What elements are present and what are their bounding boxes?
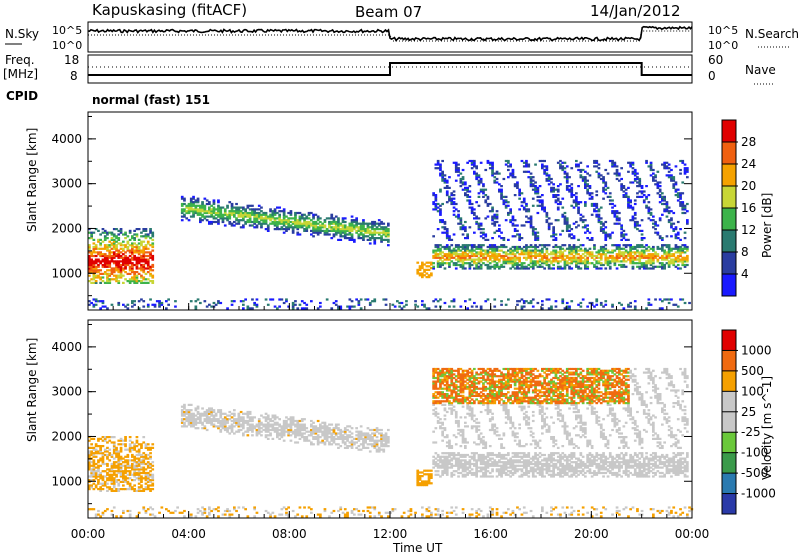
power-colorbar: 28 24 20 16 12 8 4	[721, 119, 756, 297]
power-colorbar-label: Power [dB]	[760, 193, 774, 258]
noise-right-tick-bottom: 10^0	[708, 39, 738, 52]
colorbar-tick-label: -25	[741, 425, 761, 439]
colorbar-swatch	[722, 164, 736, 187]
colorbar-swatch	[722, 330, 736, 351]
noise-traces	[87, 25, 693, 42]
colorbar-tick-label: 1000	[741, 343, 772, 357]
x-tick-label: 00:00	[675, 527, 710, 541]
noise-right-label: N.Search	[745, 27, 799, 41]
colorbar-tick-label: 20	[741, 179, 756, 193]
velocity-colorbar-label: Velocity [m s^-1]	[760, 376, 774, 480]
nave-tick-bottom: 0	[708, 69, 716, 83]
y-tick-label: 4000	[51, 340, 82, 354]
velocity-heatmap	[88, 367, 694, 518]
cpid-mode: normal (fast) 151	[92, 93, 210, 107]
colorbar-swatch	[722, 142, 736, 165]
colorbar-tick-label: 100	[741, 384, 764, 398]
freq-tick-bottom: 8	[70, 69, 78, 83]
y-tick-label: 2000	[51, 429, 82, 443]
cpid-label: CPID	[6, 89, 38, 103]
freq-trace	[88, 62, 692, 76]
colorbar-swatch	[722, 252, 736, 275]
colorbar-tick-label: 8	[741, 245, 749, 259]
colorbar-swatch	[722, 432, 736, 454]
colorbar-tick-label: 25	[741, 405, 756, 419]
colorbar-swatch	[722, 350, 736, 372]
x-tick-label: 08:00	[272, 527, 307, 541]
colorbar-tick-label: 500	[741, 364, 764, 378]
noise-left-tick-top: 10^5	[52, 24, 82, 37]
velocity-ylabel: Slant Range [km]	[25, 338, 39, 442]
colorbar-swatch	[722, 411, 736, 433]
freq-tick-top: 18	[64, 53, 79, 67]
x-tick-label: 16:00	[473, 527, 508, 541]
x-tick-label: 12:00	[373, 527, 408, 541]
y-tick-label: 1000	[51, 474, 82, 488]
y-tick-label: 3000	[51, 177, 82, 191]
noise-left-tick-bottom: 10^0	[52, 39, 82, 52]
velocity-colorbar: 1000 500 100 25 -25 -100 -500 -1000	[721, 329, 776, 515]
colorbar-swatch	[722, 473, 736, 494]
colorbar-swatch	[722, 208, 736, 231]
velocity-panel-frame	[87, 319, 693, 519]
noise-right-tick-top: 10^5	[708, 24, 738, 37]
colorbar-swatch	[722, 493, 736, 515]
colorbar-swatch	[722, 391, 736, 413]
colorbar-swatch	[722, 230, 736, 253]
noise-search-trace	[88, 30, 690, 42]
date-title: 14/Jan/2012	[590, 2, 681, 20]
colorbar-swatch	[722, 186, 736, 209]
noise-sky-trace	[87, 25, 693, 42]
freq-traces	[88, 62, 692, 76]
x-tick-label: 20:00	[574, 527, 609, 541]
colorbar-swatch	[722, 120, 736, 143]
colorbar-tick-label: 12	[741, 223, 756, 237]
colorbar-swatch	[722, 452, 736, 474]
time-x-axis: 00:00 04:00 08:00 12:00 16:00 20:00 00:00	[71, 303, 710, 541]
nave-tick-top: 60	[708, 53, 723, 67]
colorbar-tick-label: 16	[741, 201, 756, 215]
power-ylabel: Slant Range [km]	[25, 128, 39, 232]
colorbar-swatch	[722, 274, 736, 297]
beam-title: Beam 07	[355, 3, 422, 21]
xlabel: Time UT	[392, 541, 443, 554]
colorbar-tick-label: 24	[741, 157, 756, 171]
freq-label-2: [MHz]	[3, 67, 38, 81]
colorbar-tick-label: 4	[741, 267, 749, 281]
colorbar-tick-label: 28	[741, 135, 756, 149]
noise-left-label: N.Sky	[5, 27, 39, 41]
freq-panel-frame	[87, 54, 693, 84]
colorbar-swatch	[722, 370, 736, 392]
station-title: Kapuskasing (fitACF)	[92, 1, 247, 19]
nave-label: Nave	[745, 63, 776, 77]
power-panel-frame	[87, 111, 693, 311]
velocity-y-axis: 4000 3000 2000 1000	[51, 323, 692, 505]
colorbar-frame	[721, 329, 737, 515]
y-tick-label: 1000	[51, 266, 82, 280]
x-tick-label: 04:00	[171, 527, 206, 541]
y-tick-label: 3000	[51, 385, 82, 399]
colorbar-tick-label: -500	[741, 466, 768, 480]
power-y-axis: 4000 3000 2000 1000	[51, 115, 692, 297]
power-heatmap	[88, 159, 691, 310]
x-tick-label: 00:00	[71, 527, 106, 541]
colorbar-tick-label: -1000	[741, 487, 776, 501]
freq-label-1: Freq.	[5, 53, 35, 67]
y-tick-label: 4000	[51, 132, 82, 146]
colorbar-tick-label: -100	[741, 446, 768, 460]
noise-panel-frame	[87, 21, 693, 53]
y-tick-label: 2000	[51, 221, 82, 235]
